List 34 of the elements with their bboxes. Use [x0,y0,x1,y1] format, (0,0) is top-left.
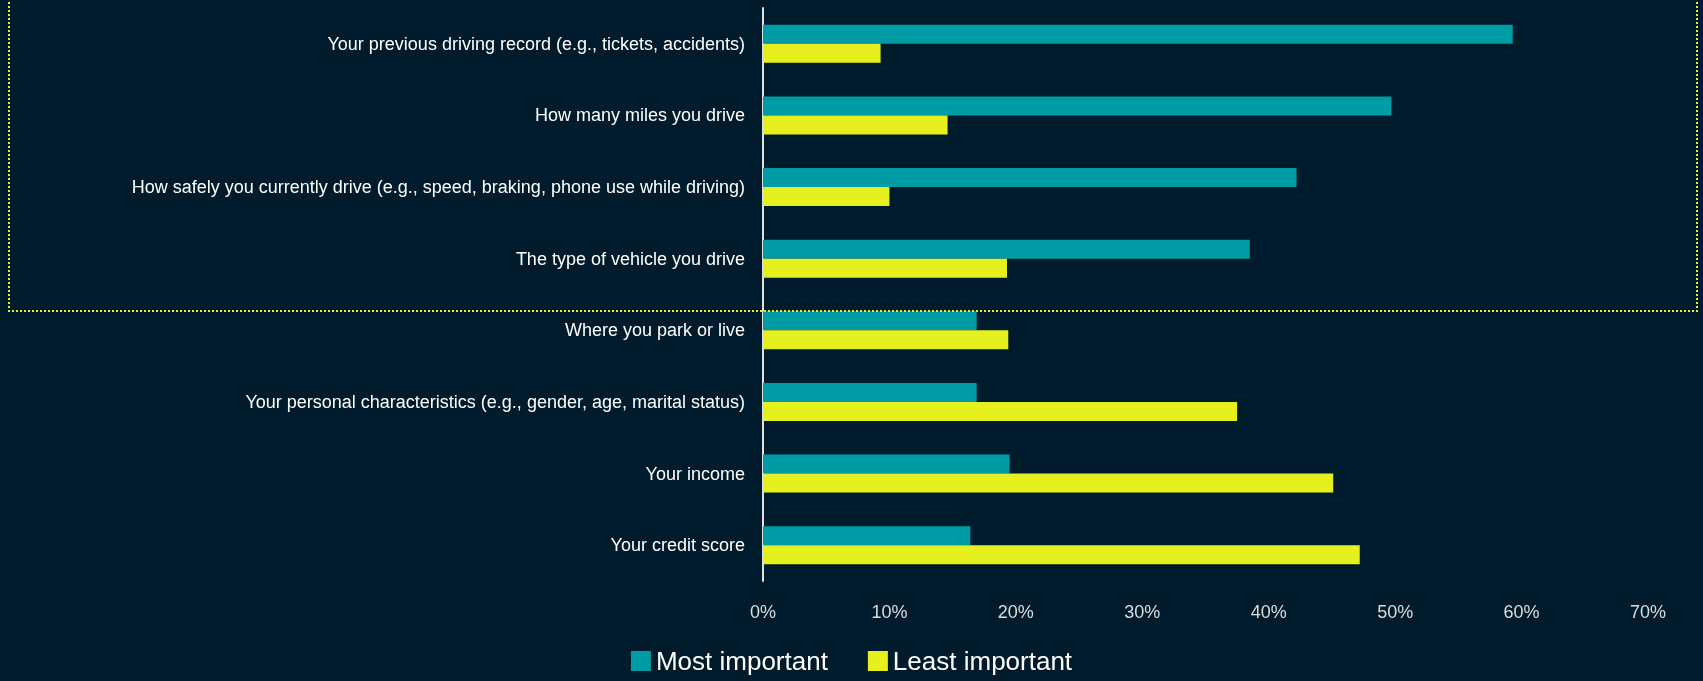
bar [763,526,971,546]
bar [763,187,890,207]
bar [763,24,1513,44]
x-tick-label: 10% [871,602,908,622]
legend-label: Least important [892,646,1073,676]
bar [763,258,1008,278]
bar [763,473,1334,493]
bar [763,96,1392,116]
x-tick-label: 70% [1629,602,1667,622]
bar [763,239,1250,259]
bar [763,115,948,135]
x-tick-label: 30% [1124,602,1161,622]
x-tick-label: 50% [1377,602,1414,622]
bar [763,43,881,63]
y-tick-label: How safely you currently drive (e.g., speed, braking, phone use while driving) [131,177,745,198]
legend-label: Most important [655,646,829,676]
x-tick-label: 40% [1250,602,1287,622]
x-tick-label: 60% [1503,602,1540,622]
y-tick-label: Your income [645,463,745,484]
y-tick-label: Your credit score [610,535,745,556]
bar [763,454,1010,474]
bar [763,330,1009,350]
y-tick-label: How many miles you drive [534,105,745,126]
y-tick-label: Where you park or live [564,320,745,341]
bar [763,382,977,402]
bar [763,311,977,331]
y-tick-label: Your previous driving record (e.g., tickets, accidents) [327,33,745,54]
x-tick-label: 20% [997,602,1034,622]
x-tick-label: 0% [749,602,777,622]
y-tick-label: The type of vehicle you drive [515,248,745,269]
bar [763,168,1297,188]
y-tick-label: Your personal characteristics (e.g., gender, age, marital status) [245,391,745,412]
bar [763,545,1360,565]
bar [763,401,1238,421]
